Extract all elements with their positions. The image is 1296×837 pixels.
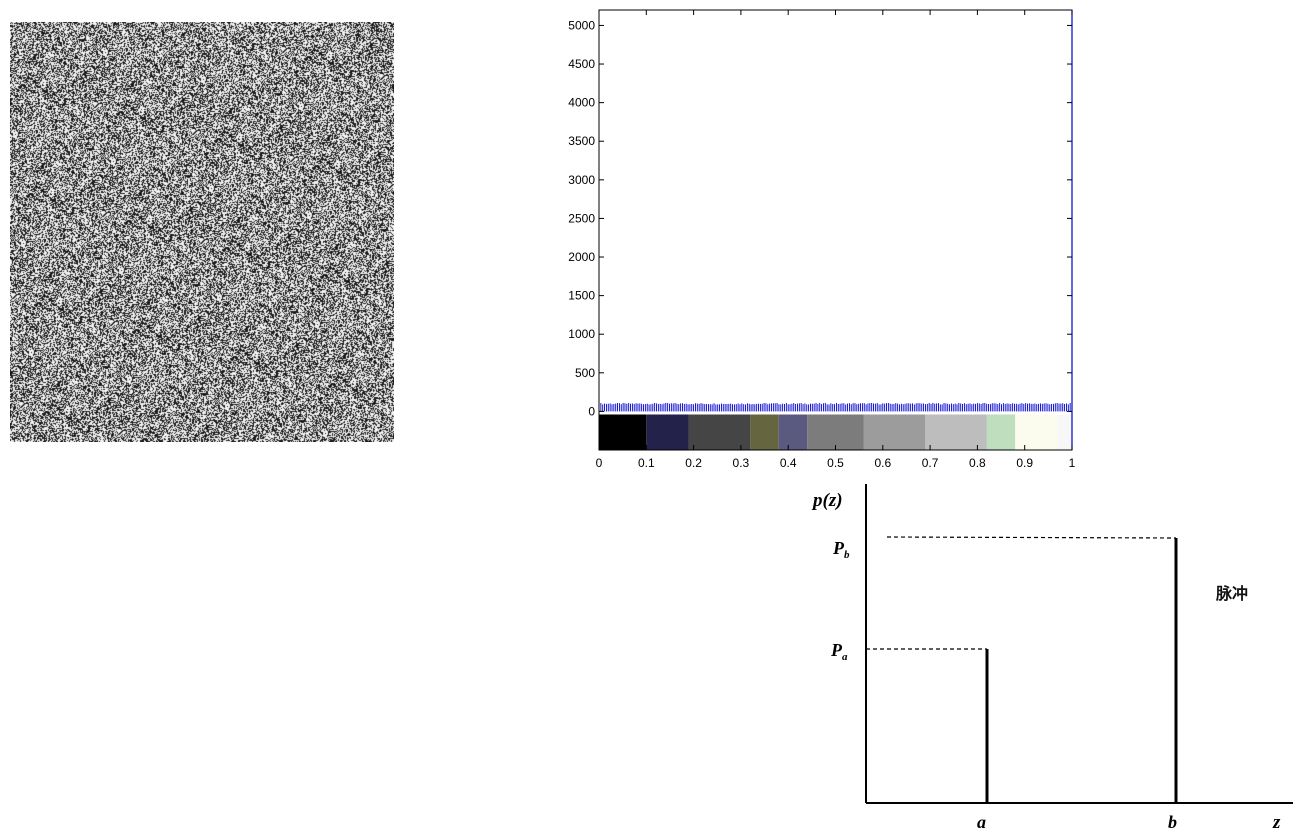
x-tick-label: 0.4 [780,456,797,470]
colormap-segment-0 [599,414,647,450]
y-tick-label: 5000 [568,18,595,32]
x-tick-label: 0.7 [922,456,939,470]
histogram-svg: 0 500 1000 1500 2000 2500 3000 3500 4000 4500 5000… [568,9,1076,470]
histogram-chart: 0 500 1000 1500 2000 2500 3000 3500 4000 4500 5000… [560,0,1090,480]
colormap-segment-10 [1057,414,1072,450]
x-tick-label: 0.8 [969,456,986,470]
y-tick-label: 500 [575,366,595,380]
y-tick-label: 4000 [568,96,595,110]
ylabel-pz: p(z) [811,490,843,511]
colormap-segment-8 [986,414,1016,450]
plot-frame [598,9,1073,451]
pulse-pdf-diagram: p(z) z a b Pa Pb [795,478,1296,833]
colormap-segment-6 [863,414,926,450]
tick-label-a: a [977,812,986,832]
colormap-segment-2 [688,414,751,450]
x-tick-label: 0.2 [685,456,702,470]
tick-label-b: b [1168,812,1177,832]
x-tick-label: 0 [596,456,603,470]
colormap-segment-7 [925,414,987,450]
y-tick-label: 2000 [568,250,595,264]
pulse-svg: p(z) z a b Pa Pb [811,484,1293,833]
x-tick-label: 0.1 [638,456,655,470]
label-pb: Pb [832,538,850,561]
y-tick-label: 3000 [568,173,595,187]
x-tick-label: 1 [1069,456,1076,470]
colormap-segment-1 [646,414,689,450]
label-pa: Pa [830,640,848,663]
y-tick-label: 1500 [568,289,595,303]
colormap-segment-3 [750,414,779,450]
colormap-segment-5 [807,414,864,450]
x-tick-label: 0.3 [733,456,750,470]
xlabel-z: z [1272,812,1281,832]
colormap-segment-9 [1015,414,1058,450]
y-tick-label: 3500 [568,134,595,148]
noise-image-panel [10,22,394,442]
x-tick-label: 0.9 [1016,456,1033,470]
x-tick-label: 0.5 [827,456,844,470]
y-tick-label: 4500 [568,57,595,71]
y-tick-label: 2500 [568,211,595,225]
y-tick-label: 1000 [568,327,595,341]
noise-image [10,22,394,442]
y-tick-label: 0 [588,404,595,418]
x-tick-label: 0.6 [874,456,891,470]
colormap-segment-4 [778,414,808,450]
dashed-guide-pb [886,536,1177,539]
pulse-side-label: 脉冲 [1216,584,1249,603]
